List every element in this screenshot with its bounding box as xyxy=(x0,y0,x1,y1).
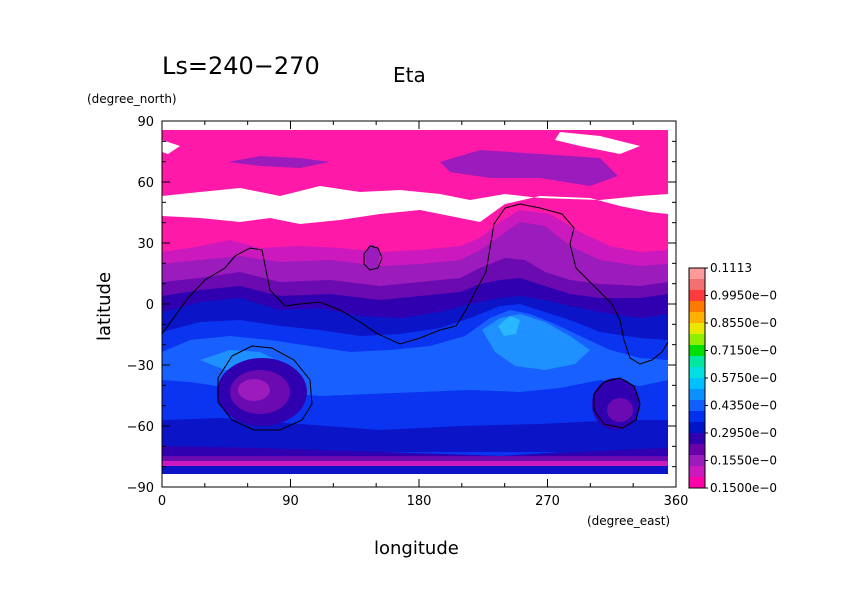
field-purple-north-1 xyxy=(228,156,330,168)
y-tick-label: 90 xyxy=(137,115,154,130)
colorbar-swatch xyxy=(689,400,705,412)
colorbar: 0.1113 0.9950e−0 0.8550e−0 0.7150e−0 0.5750e… xyxy=(688,261,777,495)
field-basin-west-inner xyxy=(238,379,270,401)
x-tick-label: 180 xyxy=(407,494,432,509)
field-south-indigo xyxy=(162,446,668,458)
y-tick-label: −30 xyxy=(127,359,154,374)
colorbar-swatch xyxy=(689,389,705,401)
y-tick-label: 60 xyxy=(137,176,154,191)
x-tick-label: 0 xyxy=(158,494,166,509)
colorbar-label: 0.1550e−0 xyxy=(710,454,777,468)
colorbar-swatch xyxy=(689,444,705,456)
colorbar-label: 0.1500e−0 xyxy=(710,481,777,495)
colorbar-label: 0.9950e−0 xyxy=(710,289,777,303)
colorbar-label: 0.5750e−0 xyxy=(710,371,777,385)
colorbar-label: 0.7150e−0 xyxy=(710,344,777,358)
x-tick-label: 90 xyxy=(282,494,299,509)
colorbar-swatch xyxy=(689,411,705,423)
colorbar-swatch xyxy=(689,433,705,445)
axes: 0 90 180 270 360 90 60 30 0 −30 −60 −90 xyxy=(127,115,689,509)
colorbar-swatch xyxy=(689,345,705,357)
colorbar-swatch xyxy=(689,422,705,434)
colorbar-swatch xyxy=(689,290,705,302)
colorbar-swatch xyxy=(689,334,705,346)
colorbar-swatch xyxy=(689,466,705,478)
x-unit-label: (degree_east) xyxy=(587,514,670,528)
colorbar-swatch xyxy=(689,323,705,335)
colorbar-swatch xyxy=(689,356,705,368)
colorbar-label: 0.4350e−0 xyxy=(710,399,777,413)
contour-basin-east xyxy=(593,377,641,429)
colorbar-swatch xyxy=(689,312,705,324)
heatmap-fields xyxy=(162,130,668,474)
colorbar-swatch xyxy=(689,455,705,467)
x-axis-label: longitude xyxy=(374,538,459,559)
field-basin-east-inner xyxy=(607,398,633,422)
y-unit-label: (degree_north) xyxy=(87,92,177,106)
field-white-left xyxy=(162,140,180,154)
colorbar-label: 0.8550e−0 xyxy=(710,316,777,330)
field-white-top xyxy=(555,132,640,154)
contour-north-loop xyxy=(363,245,383,271)
field-white-north xyxy=(162,186,668,224)
field-cyan xyxy=(498,316,520,336)
colorbar-swatch xyxy=(689,268,705,280)
colorbar-swatch xyxy=(689,367,705,379)
colorbar-label: 0.2950e−0 xyxy=(710,426,777,440)
field-south-pink xyxy=(162,461,668,466)
x-tick-label: 360 xyxy=(664,494,689,509)
chart-subtitle: Ls=240−270 xyxy=(162,52,320,80)
colorbar-swatch xyxy=(689,477,705,489)
colorbar-swatch xyxy=(689,301,705,313)
colorbar-swatch xyxy=(689,378,705,390)
field-south-purple xyxy=(162,456,668,462)
contour-basin-west xyxy=(217,345,313,431)
y-axis-label: latitude xyxy=(94,272,115,341)
colorbar-swatch xyxy=(689,279,705,291)
y-tick-label: 0 xyxy=(146,298,154,313)
y-tick-label: 30 xyxy=(137,237,154,252)
contour-dichotomy xyxy=(162,203,668,365)
colorbar-label: 0.1113 xyxy=(710,261,752,275)
field-pocket-north xyxy=(364,244,380,270)
y-tick-label: −60 xyxy=(127,420,154,435)
chart-title: Eta xyxy=(393,63,426,87)
field-purple-north-2 xyxy=(440,150,618,186)
x-tick-label: 270 xyxy=(535,494,560,509)
y-tick-label: −90 xyxy=(127,481,154,496)
